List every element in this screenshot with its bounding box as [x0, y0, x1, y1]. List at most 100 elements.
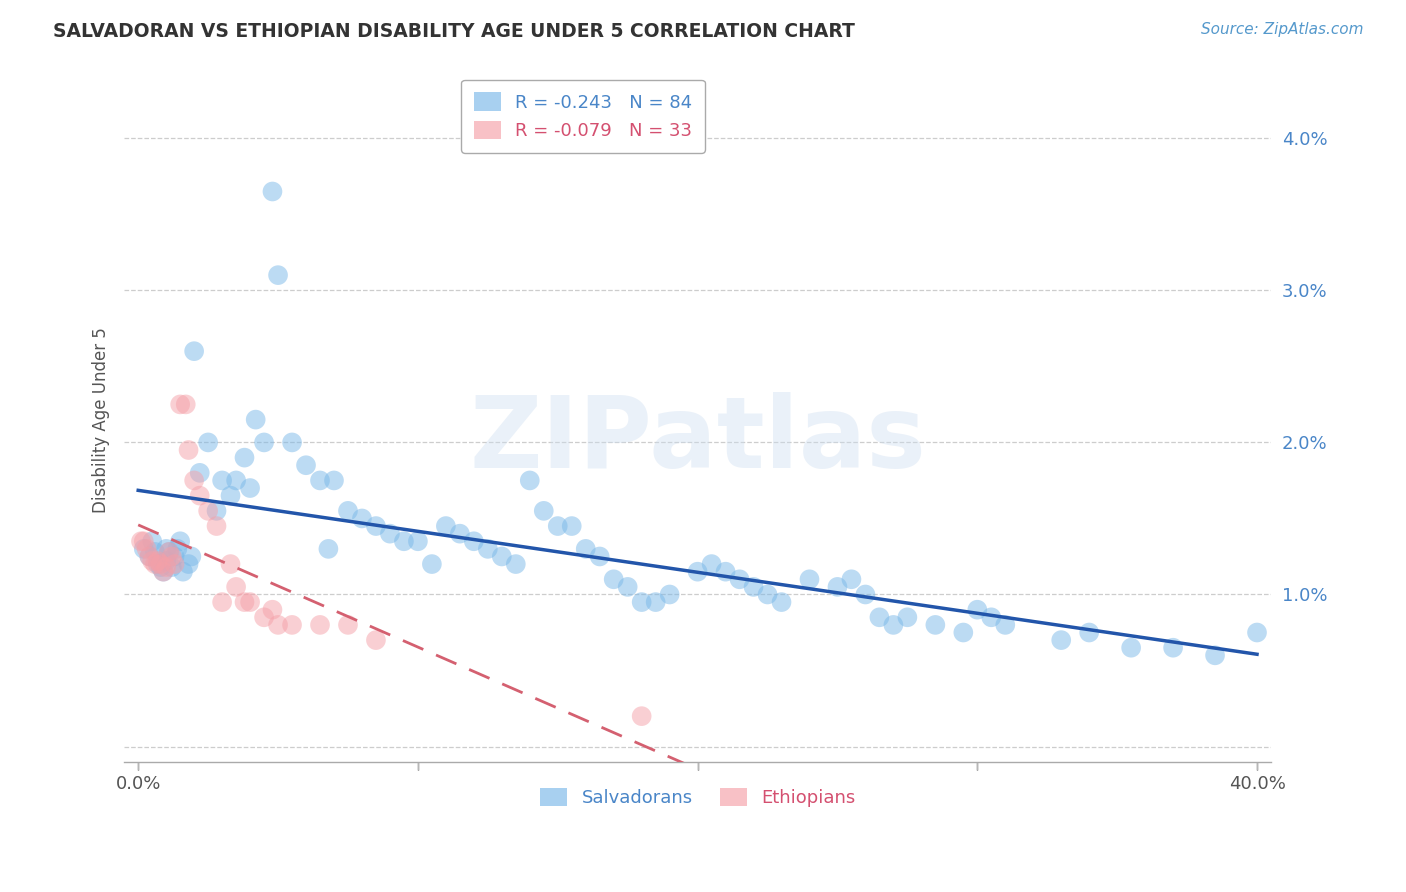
Point	[177, 557, 200, 571]
Point	[143, 545, 166, 559]
Point	[799, 572, 821, 586]
Point	[519, 474, 541, 488]
Point	[262, 185, 284, 199]
Point	[630, 595, 652, 609]
Point	[197, 435, 219, 450]
Point	[183, 474, 205, 488]
Point	[149, 557, 172, 571]
Point	[463, 534, 485, 549]
Point	[177, 443, 200, 458]
Point	[924, 618, 946, 632]
Point	[318, 541, 340, 556]
Point	[952, 625, 974, 640]
Point	[157, 545, 180, 559]
Point	[406, 534, 429, 549]
Point	[561, 519, 583, 533]
Point	[882, 618, 904, 632]
Point	[129, 534, 152, 549]
Point	[245, 412, 267, 426]
Point	[146, 557, 169, 571]
Point	[547, 519, 569, 533]
Point	[152, 565, 174, 579]
Point	[1161, 640, 1184, 655]
Point	[477, 541, 499, 556]
Point	[896, 610, 918, 624]
Point	[160, 560, 183, 574]
Point	[163, 557, 186, 571]
Point	[449, 526, 471, 541]
Point	[644, 595, 666, 609]
Point	[233, 450, 256, 465]
Point	[149, 560, 172, 574]
Legend: Salvadorans, Ethiopians: Salvadorans, Ethiopians	[533, 780, 863, 814]
Point	[630, 709, 652, 723]
Point	[1050, 633, 1073, 648]
Point	[188, 489, 211, 503]
Point	[505, 557, 527, 571]
Point	[267, 268, 290, 282]
Y-axis label: Disability Age Under 5: Disability Age Under 5	[93, 326, 110, 513]
Point	[533, 504, 555, 518]
Point	[146, 554, 169, 568]
Point	[323, 474, 346, 488]
Point	[827, 580, 849, 594]
Point	[225, 580, 247, 594]
Point	[364, 633, 387, 648]
Point	[211, 474, 233, 488]
Point	[434, 519, 457, 533]
Point	[420, 557, 443, 571]
Point	[188, 466, 211, 480]
Point	[141, 554, 163, 568]
Point	[166, 541, 188, 556]
Point	[589, 549, 612, 564]
Point	[157, 545, 180, 559]
Point	[174, 397, 197, 411]
Point	[205, 504, 228, 518]
Point	[132, 534, 155, 549]
Point	[239, 481, 262, 495]
Point	[728, 572, 751, 586]
Point	[281, 618, 304, 632]
Point	[135, 541, 157, 556]
Point	[714, 565, 737, 579]
Point	[855, 587, 877, 601]
Point	[138, 549, 160, 564]
Text: SALVADORAN VS ETHIOPIAN DISABILITY AGE UNDER 5 CORRELATION CHART: SALVADORAN VS ETHIOPIAN DISABILITY AGE U…	[53, 22, 855, 41]
Point	[233, 595, 256, 609]
Point	[219, 557, 242, 571]
Point	[253, 435, 276, 450]
Point	[225, 474, 247, 488]
Point	[1121, 640, 1143, 655]
Point	[1078, 625, 1101, 640]
Point	[336, 618, 359, 632]
Text: Source: ZipAtlas.com: Source: ZipAtlas.com	[1201, 22, 1364, 37]
Point	[281, 435, 304, 450]
Point	[253, 610, 276, 624]
Point	[994, 618, 1017, 632]
Point	[700, 557, 723, 571]
Point	[309, 618, 332, 632]
Point	[132, 541, 155, 556]
Point	[966, 603, 988, 617]
Point	[160, 549, 183, 564]
Point	[980, 610, 1002, 624]
Point	[205, 519, 228, 533]
Point	[309, 474, 332, 488]
Point	[138, 549, 160, 564]
Point	[616, 580, 638, 594]
Point	[211, 595, 233, 609]
Point	[1204, 648, 1226, 663]
Point	[169, 534, 191, 549]
Point	[262, 603, 284, 617]
Point	[141, 534, 163, 549]
Point	[143, 557, 166, 571]
Point	[197, 504, 219, 518]
Point	[868, 610, 890, 624]
Point	[155, 541, 177, 556]
Point	[183, 344, 205, 359]
Point	[756, 587, 779, 601]
Point	[267, 618, 290, 632]
Point	[152, 565, 174, 579]
Point	[219, 489, 242, 503]
Point	[575, 541, 598, 556]
